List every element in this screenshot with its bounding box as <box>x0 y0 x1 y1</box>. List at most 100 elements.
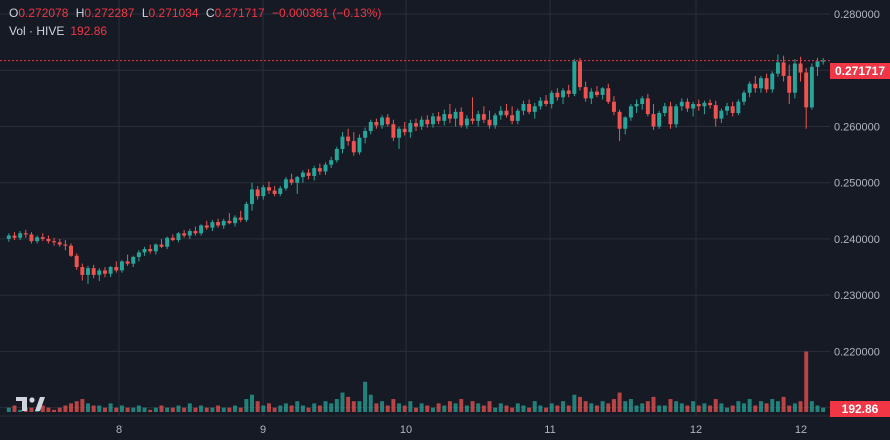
candle-body <box>385 117 390 125</box>
candle-body <box>725 106 730 111</box>
volume-bar <box>46 407 51 412</box>
candle-body <box>97 270 102 275</box>
candle-body <box>374 121 379 126</box>
volume-bar <box>736 401 741 412</box>
candle-body <box>35 237 40 242</box>
volume-bars <box>6 351 826 412</box>
volume-bar <box>165 407 170 412</box>
last-price-tag: 0.271717 <box>830 63 890 79</box>
candle-body <box>419 119 424 127</box>
volume-bar <box>572 394 577 412</box>
volume-bar <box>306 407 311 412</box>
candle-body <box>538 100 543 107</box>
candle-body <box>640 98 645 104</box>
candle-body <box>476 114 481 121</box>
price-tick-label: 0.250000 <box>834 178 880 190</box>
volume-bar <box>657 405 662 412</box>
volume-bar <box>532 401 537 412</box>
candle-body <box>306 172 311 176</box>
volume-bar <box>589 403 594 412</box>
candle-body <box>204 225 209 228</box>
volume-bar <box>430 407 435 412</box>
candle-body <box>142 249 147 253</box>
volume-bar <box>787 405 792 412</box>
candle-body <box>758 78 763 89</box>
volume-bar <box>221 407 226 412</box>
volume-bar <box>617 392 622 412</box>
volume-bar <box>227 407 232 412</box>
ohlc-row: O0.272078 H0.272287 L0.271034 C0.271717 … <box>9 4 385 22</box>
candles <box>6 54 826 284</box>
volume-bar <box>685 405 690 412</box>
price-tick-label: 0.240000 <box>834 234 880 246</box>
open-label: O <box>9 6 19 20</box>
candle-body <box>91 268 96 275</box>
candle-body <box>414 123 418 127</box>
time-tick-label: 12 <box>795 424 807 436</box>
candle-body <box>651 114 656 127</box>
change-value: −0.000361 (−0.13%) <box>272 6 382 20</box>
volume-bar <box>600 401 605 412</box>
time-axis[interactable]: 8 9 10 11 12 12 <box>116 424 807 436</box>
candle-body <box>775 62 780 74</box>
candle-body <box>261 187 266 197</box>
candle-body <box>544 100 549 104</box>
volume-bar <box>300 405 305 412</box>
price-tick-label: 0.260000 <box>834 121 880 133</box>
volume-bar <box>176 405 181 412</box>
price-tick-label: 0.220000 <box>834 346 880 358</box>
volume-bar <box>63 405 68 412</box>
candle-body <box>798 63 803 73</box>
candle-body <box>679 101 684 107</box>
candle-body <box>52 241 57 243</box>
tradingview-logo-icon[interactable] <box>16 395 48 413</box>
candle-body <box>566 90 571 94</box>
candle-body <box>606 88 611 102</box>
volume-bar <box>555 405 560 412</box>
ohlc-legend: O0.272078 H0.272287 L0.271034 C0.271717 … <box>9 4 385 40</box>
volume-bar <box>538 405 543 412</box>
volume-bar <box>804 351 809 412</box>
volume-bar <box>80 399 85 412</box>
candle-body <box>623 117 628 129</box>
candle-body <box>182 233 187 236</box>
candle-body <box>696 104 701 107</box>
candle-body <box>278 188 283 194</box>
candle-body <box>657 112 662 127</box>
candle-body <box>312 168 317 176</box>
volume-bar <box>114 407 119 412</box>
volume-bar <box>487 401 492 412</box>
volume-bar <box>623 401 628 412</box>
volume-bar <box>549 403 554 412</box>
candle-body <box>645 98 650 115</box>
candle-body <box>447 114 452 119</box>
volume-bar <box>493 407 498 412</box>
candle-body <box>521 104 526 111</box>
candle-body <box>86 268 90 275</box>
volume-bar <box>312 403 317 412</box>
time-tick-label: 10 <box>400 424 412 436</box>
candle-body <box>804 72 809 108</box>
candle-body <box>594 91 599 96</box>
volume-bar <box>481 405 486 412</box>
volume-bar <box>702 403 707 412</box>
candle-body <box>266 187 271 191</box>
volume-bar <box>29 407 34 412</box>
candle-body <box>498 110 503 116</box>
candle-body <box>787 75 792 93</box>
volume-bar <box>419 403 424 412</box>
candle-body <box>136 252 141 257</box>
volume-bar <box>758 401 763 412</box>
candle-body <box>193 231 198 234</box>
volume-bar <box>504 405 509 412</box>
volume-bar <box>645 401 650 412</box>
volume-bar <box>204 407 209 412</box>
candle-body <box>329 160 334 165</box>
volume-bar <box>86 403 90 412</box>
volume-bar <box>730 405 735 412</box>
candle-body <box>425 119 430 125</box>
candle-body <box>691 104 696 109</box>
volume-bar <box>329 403 334 412</box>
candle-body <box>114 267 119 271</box>
